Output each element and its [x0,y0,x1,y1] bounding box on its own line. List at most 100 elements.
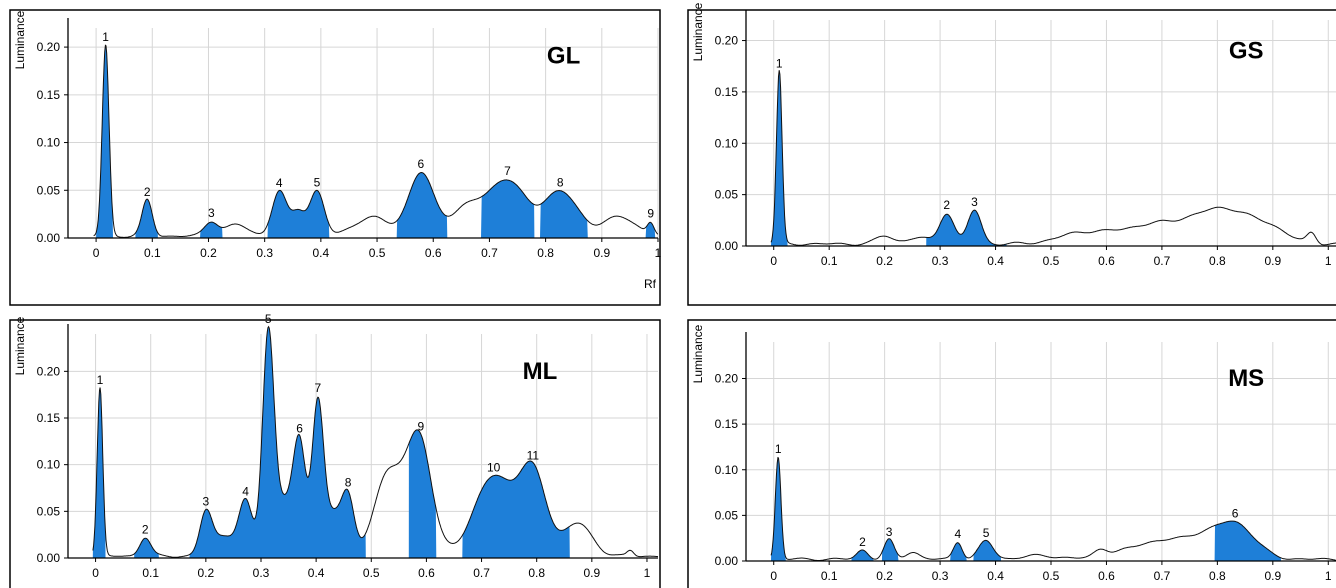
peak-area [771,457,786,561]
y-tick-label: 0.05 [715,508,739,522]
y-tick-label: 0.20 [37,40,61,54]
x-tick-label: 0 [770,254,777,268]
y-tick-label: 0.20 [715,34,739,48]
y-tick-label: 0.15 [715,85,739,99]
x-tick-label: 0.4 [308,566,325,580]
peak-label: 8 [557,175,564,189]
peak-area [408,429,437,558]
x-tick-label: 1 [1325,569,1332,583]
peak-label: 4 [242,485,249,499]
peak-label: 3 [208,206,215,220]
x-tick-label: 0.3 [932,254,949,268]
x-tick-label: 0.9 [593,246,610,260]
y-axis-title: Luminance [13,10,27,69]
peak-label: 6 [418,157,425,171]
panel-gs: 0 0.1 0.2 0.3 0.4 0.5 0.6 0.7 0.8 0.9 1 0.00 0.05 0.1… [687,2,1336,306]
x-tick-label: 1 [1325,254,1332,268]
peak-area [973,540,1002,561]
peak-label: 2 [859,535,866,549]
x-tick-label: 1 [655,246,662,260]
y-tick-label: 0.10 [37,458,61,472]
peak-label: 2 [144,185,151,199]
peak-area [1214,521,1282,561]
peak-label: 1 [776,56,783,70]
x-tick-label: 0.3 [932,569,949,583]
y-axis-title: Luminance [691,324,705,383]
peak-area [540,190,588,238]
y-tick-label: 0.10 [37,136,61,150]
y-tick-label: 0.20 [715,372,739,386]
peak-label: 9 [418,419,425,433]
x-tick-label: 0.5 [1043,254,1060,268]
x-tick-label: 0.6 [1098,254,1115,268]
peak-label: 2 [943,198,950,212]
peak-area [200,222,223,238]
x-tick-label: 0.8 [537,246,554,260]
x-tick-label: 0.3 [253,566,270,580]
peak-label: 4 [276,176,283,190]
panel-title: MS [1228,365,1264,392]
x-tick-label: 0.6 [1098,569,1115,583]
y-tick-label: 0.20 [37,364,61,378]
x-tick-label: 0.6 [418,566,435,580]
x-tick-label: 0.1 [144,246,161,260]
peak-label: 6 [1232,507,1239,521]
peak-area [135,199,158,238]
x-tick-label: 1 [644,566,651,580]
peak-label: 5 [983,526,990,540]
y-tick-label: 0.00 [715,554,739,568]
peak-label: 10 [487,460,501,474]
peak-label: 3 [886,525,893,539]
x-tick-label: 0.4 [987,254,1004,268]
x-tick-label: 0.8 [1209,569,1226,583]
x-tick-label: 0 [93,246,100,260]
y-axis-title: Luminance [691,2,705,61]
peak-area [396,172,448,238]
peak-label: 7 [504,164,511,178]
peak-label: 6 [296,421,303,435]
luminance-trace [770,456,1336,561]
peak-label: 4 [954,527,961,541]
peak-label: 8 [345,475,352,489]
x-tick-label: 0.6 [425,246,442,260]
x-tick-label: 0.7 [473,566,490,580]
peak-label: 2 [142,522,149,536]
x-tick-label: 0.1 [142,566,159,580]
x-tick-label: 0.4 [313,246,330,260]
x-tick-label: 0.2 [200,246,217,260]
y-axis-title: Luminance [13,316,27,375]
x-tick-label: 0.1 [821,254,838,268]
x-tick-label: 0.2 [198,566,215,580]
x-tick-label: 0.4 [987,569,1004,583]
peak-area [950,542,967,561]
peak-label: 5 [314,176,321,190]
y-tick-label: 0.00 [715,239,739,253]
y-tick-label: 0.00 [37,551,61,565]
x-tick-label: 0.9 [583,566,600,580]
panel-title: GL [547,43,580,70]
y-tick-label: 0.15 [37,88,61,102]
peak-label: 1 [97,373,104,387]
x-tick-label: 0.7 [1154,569,1171,583]
y-tick-label: 0.05 [715,188,739,202]
peak-label: 1 [775,442,782,456]
panel-title: GS [1229,37,1264,64]
panel-gl: 0 0.1 0.2 0.3 0.4 0.5 0.6 0.7 0.8 0.9 1 0.00 0.05 0.1… [9,9,662,306]
x-tick-label: 0.5 [1043,569,1060,583]
peak-label: 5 [265,312,272,326]
x-tick-label: 0.9 [1264,254,1281,268]
peak-area [851,550,874,561]
panel-ms: 0 0.1 0.2 0.3 0.4 0.5 0.6 0.7 0.8 0.9 1 0.00 0.05 0.1… [687,319,1336,588]
x-tick-label: 0 [770,569,777,583]
peak-label: 1 [102,30,109,44]
y-tick-label: 0.05 [37,504,61,518]
peak-label: 9 [647,206,654,220]
luminance-trace [92,325,658,558]
y-tick-label: 0.15 [37,411,61,425]
peak-label: 3 [203,495,210,509]
x-tick-label: 0.2 [876,254,893,268]
x-tick-label: 0.5 [369,246,386,260]
peak-label: 3 [971,195,978,209]
panel-frame [9,319,661,588]
